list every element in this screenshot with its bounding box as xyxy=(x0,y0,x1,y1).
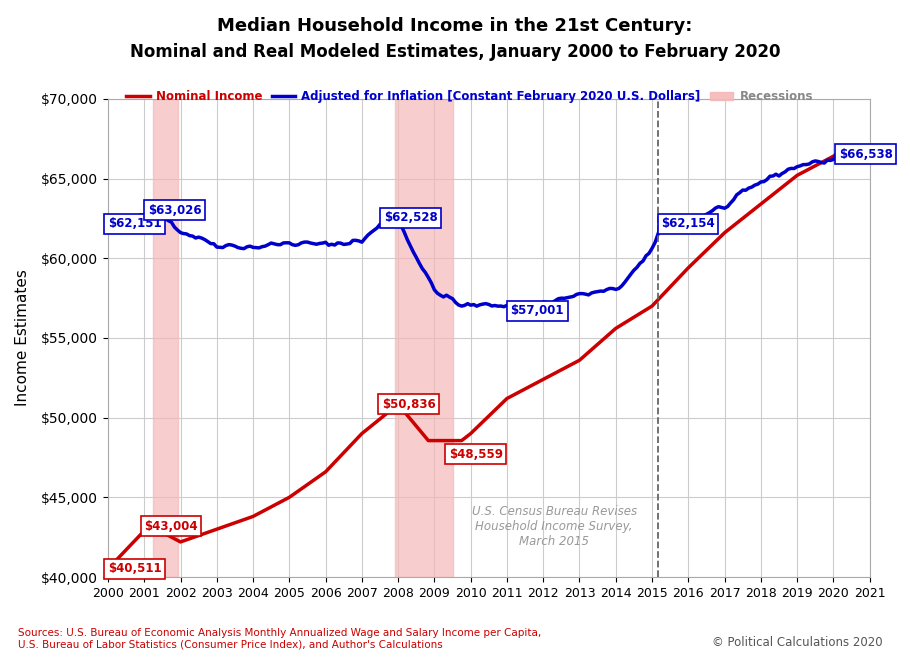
Legend: Nominal Income, Adjusted for Inflation [Constant February 2020 U.S. Dollars], Re: Nominal Income, Adjusted for Inflation [… xyxy=(121,86,817,108)
Text: Nominal and Real Modeled Estimates, January 2000 to February 2020: Nominal and Real Modeled Estimates, Janu… xyxy=(130,43,780,61)
Text: U.S. Census Bureau Revises
Household Income Survey,
March 2015: U.S. Census Bureau Revises Household Inc… xyxy=(471,505,637,548)
Text: $62,154: $62,154 xyxy=(661,217,715,231)
Text: $43,004: $43,004 xyxy=(144,520,197,533)
Text: $48,559: $48,559 xyxy=(449,447,503,461)
Text: $66,538: $66,538 xyxy=(839,147,893,161)
Text: $40,511: $40,511 xyxy=(108,563,162,575)
Text: $62,151: $62,151 xyxy=(108,217,162,231)
Text: $62,528: $62,528 xyxy=(384,212,438,225)
Text: © Political Calculations 2020: © Political Calculations 2020 xyxy=(712,636,883,649)
Bar xyxy=(395,99,452,577)
Text: Sources: U.S. Bureau of Economic Analysis Monthly Annualized Wage and Salary Inc: Sources: U.S. Bureau of Economic Analysi… xyxy=(18,627,541,649)
Text: Median Household Income in the 21st Century:: Median Household Income in the 21st Cent… xyxy=(217,17,693,34)
Text: $63,026: $63,026 xyxy=(147,204,201,217)
Y-axis label: Income Estimates: Income Estimates xyxy=(15,270,30,407)
Text: $50,836: $50,836 xyxy=(382,398,436,410)
Bar xyxy=(153,99,177,577)
Text: $57,001: $57,001 xyxy=(511,304,564,317)
